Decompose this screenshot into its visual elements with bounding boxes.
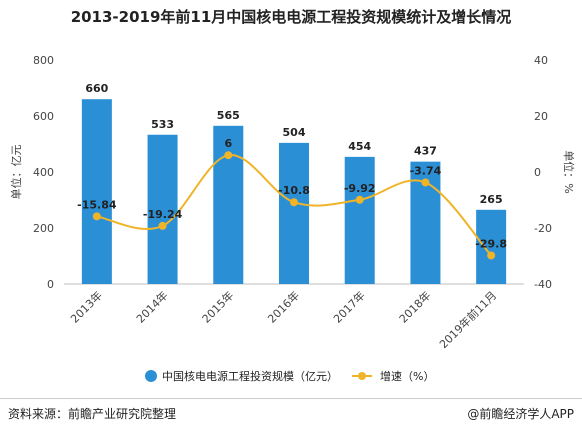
growth-value-label: -19.24 xyxy=(143,208,183,221)
growth-point xyxy=(158,221,167,230)
growth-value-label: -3.74 xyxy=(410,164,442,177)
bar xyxy=(81,99,112,284)
bar-value-label: 504 xyxy=(283,126,306,139)
y-right-tick-label: 40 xyxy=(534,54,548,67)
bar xyxy=(344,156,375,284)
y-right-tick-label: 20 xyxy=(534,110,548,123)
growth-point xyxy=(421,178,430,187)
bar-value-label: 565 xyxy=(217,109,240,122)
y-right-tick-label: -20 xyxy=(534,222,552,235)
credit-note: @前瞻经济学人APP xyxy=(467,407,574,421)
x-tick-label: 2016年 xyxy=(265,288,302,325)
bar-value-label: 265 xyxy=(480,193,503,206)
legend-line-dot xyxy=(358,372,366,380)
growth-point xyxy=(224,151,233,160)
legend-bar-marker xyxy=(145,370,157,382)
x-tick-label: 2015年 xyxy=(199,288,236,325)
y-left-tick-label: 600 xyxy=(33,110,54,123)
growth-value-label: 6 xyxy=(224,137,232,150)
y-right-tick-label: 0 xyxy=(534,166,541,179)
bar-value-label: 437 xyxy=(414,145,437,158)
growth-point xyxy=(290,198,298,207)
x-tick-label: 2013年 xyxy=(68,288,105,325)
growth-point xyxy=(355,195,364,204)
growth-value-label: -15.84 xyxy=(77,198,117,211)
x-tick-label: 2018年 xyxy=(396,288,433,325)
legend-line-label: 增速（%） xyxy=(380,369,434,383)
growth-value-label: -9.92 xyxy=(344,182,376,195)
growth-point xyxy=(92,212,101,221)
y-right-tick-label: -40 xyxy=(534,278,552,291)
y-left-tick-label: 200 xyxy=(33,222,54,235)
chart: 0 200 400 600 800 -40 -20 0 20 40 单位：亿元 单位：% 660 533 5… xyxy=(9,54,576,383)
bar xyxy=(476,209,507,284)
x-tick-label: 2014年 xyxy=(133,288,170,325)
bar xyxy=(279,142,309,284)
bar-value-label: 660 xyxy=(85,82,108,95)
growth-value-label: -29.8 xyxy=(475,237,507,250)
y-left-tick-label: 0 xyxy=(47,278,54,291)
bar-value-label: 533 xyxy=(151,118,174,131)
bar-value-label: 454 xyxy=(348,140,371,153)
x-tick-label: 2019年前11月 xyxy=(436,288,499,351)
bar xyxy=(147,134,178,284)
x-tick-label: 2017年 xyxy=(330,288,367,325)
footer-divider xyxy=(0,398,582,399)
source-note: 资料来源：前瞻产业研究院整理 xyxy=(8,407,177,421)
legend-bar-label: 中国核电电源工程投资规模（亿元） xyxy=(162,369,338,383)
y-left-tick-label: 800 xyxy=(33,54,54,67)
y-right-axis-title: 单位：% xyxy=(562,150,576,193)
growth-point xyxy=(487,251,496,260)
growth-value-label: -10.8 xyxy=(278,184,310,197)
chart-title: 2013-2019年前11月中国核电电源工程投资规模统计及增长情况 xyxy=(70,8,512,26)
y-left-axis-title: 单位：亿元 xyxy=(9,145,23,200)
y-left-tick-label: 400 xyxy=(33,166,54,179)
